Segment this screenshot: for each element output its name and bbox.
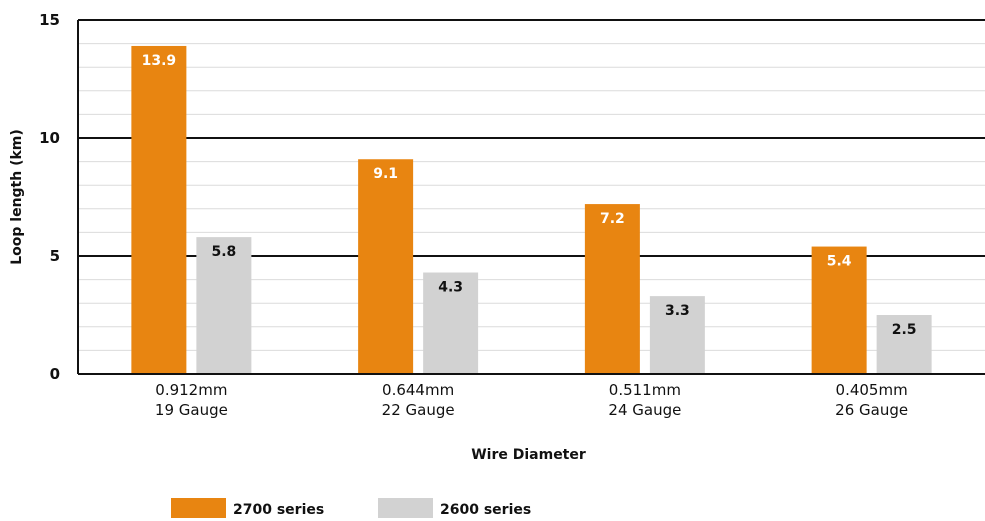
bar-value-label: 5.4 xyxy=(827,254,852,270)
bar xyxy=(196,237,252,374)
bar-value-label: 9.1 xyxy=(373,166,398,182)
y-tick-label: 15 xyxy=(39,11,60,29)
bar xyxy=(811,246,867,374)
bar-value-label: 3.3 xyxy=(665,303,690,319)
legend-label: 2700 series xyxy=(233,502,324,518)
gridlines xyxy=(78,19,985,351)
bar xyxy=(131,45,187,375)
bar xyxy=(649,296,705,374)
bar xyxy=(423,272,479,374)
bar xyxy=(358,159,414,374)
legend: 2700 series 2600 series xyxy=(171,498,531,518)
y-axis-title: Loop length (km) xyxy=(9,129,25,265)
bar-value-label: 4.3 xyxy=(438,280,463,296)
legend-label: 2600 series xyxy=(440,502,531,518)
x-tick-label: 26 Gauge xyxy=(835,401,908,419)
bar-value-label: 2.5 xyxy=(892,322,917,338)
x-tick-label: 24 Gauge xyxy=(608,401,681,419)
y-tick-label: 10 xyxy=(39,129,60,147)
x-axis-ticks: 0.912mm 19 Gauge 0.644mm 22 Gauge 0.511mm 24 … xyxy=(155,381,908,419)
x-tick-label: 0.511mm xyxy=(609,381,681,399)
x-tick-label: 19 Gauge xyxy=(155,401,228,419)
x-tick-label: 22 Gauge xyxy=(382,401,455,419)
y-tick-label: 0 xyxy=(50,365,60,383)
legend-swatch xyxy=(378,498,433,518)
bar-value-label: 5.8 xyxy=(211,244,236,260)
legend-swatch xyxy=(171,498,226,518)
bar xyxy=(584,204,640,374)
y-axis-ticks: 0 5 10 15 xyxy=(39,11,60,383)
x-axis-title: Wire Diameter xyxy=(471,447,586,463)
x-tick-label: 0.405mm xyxy=(836,381,908,399)
x-tick-label: 0.644mm xyxy=(382,381,454,399)
bar-value-label: 7.2 xyxy=(600,211,625,227)
bar xyxy=(876,315,932,374)
x-tick-label: 0.912mm xyxy=(155,381,227,399)
y-tick-label: 5 xyxy=(50,247,60,265)
bar-value-label: 13.9 xyxy=(142,53,177,69)
bars: 13.9 5.8 9.1 4.3 7.2 3.3 5.4 2.5 xyxy=(131,45,932,375)
